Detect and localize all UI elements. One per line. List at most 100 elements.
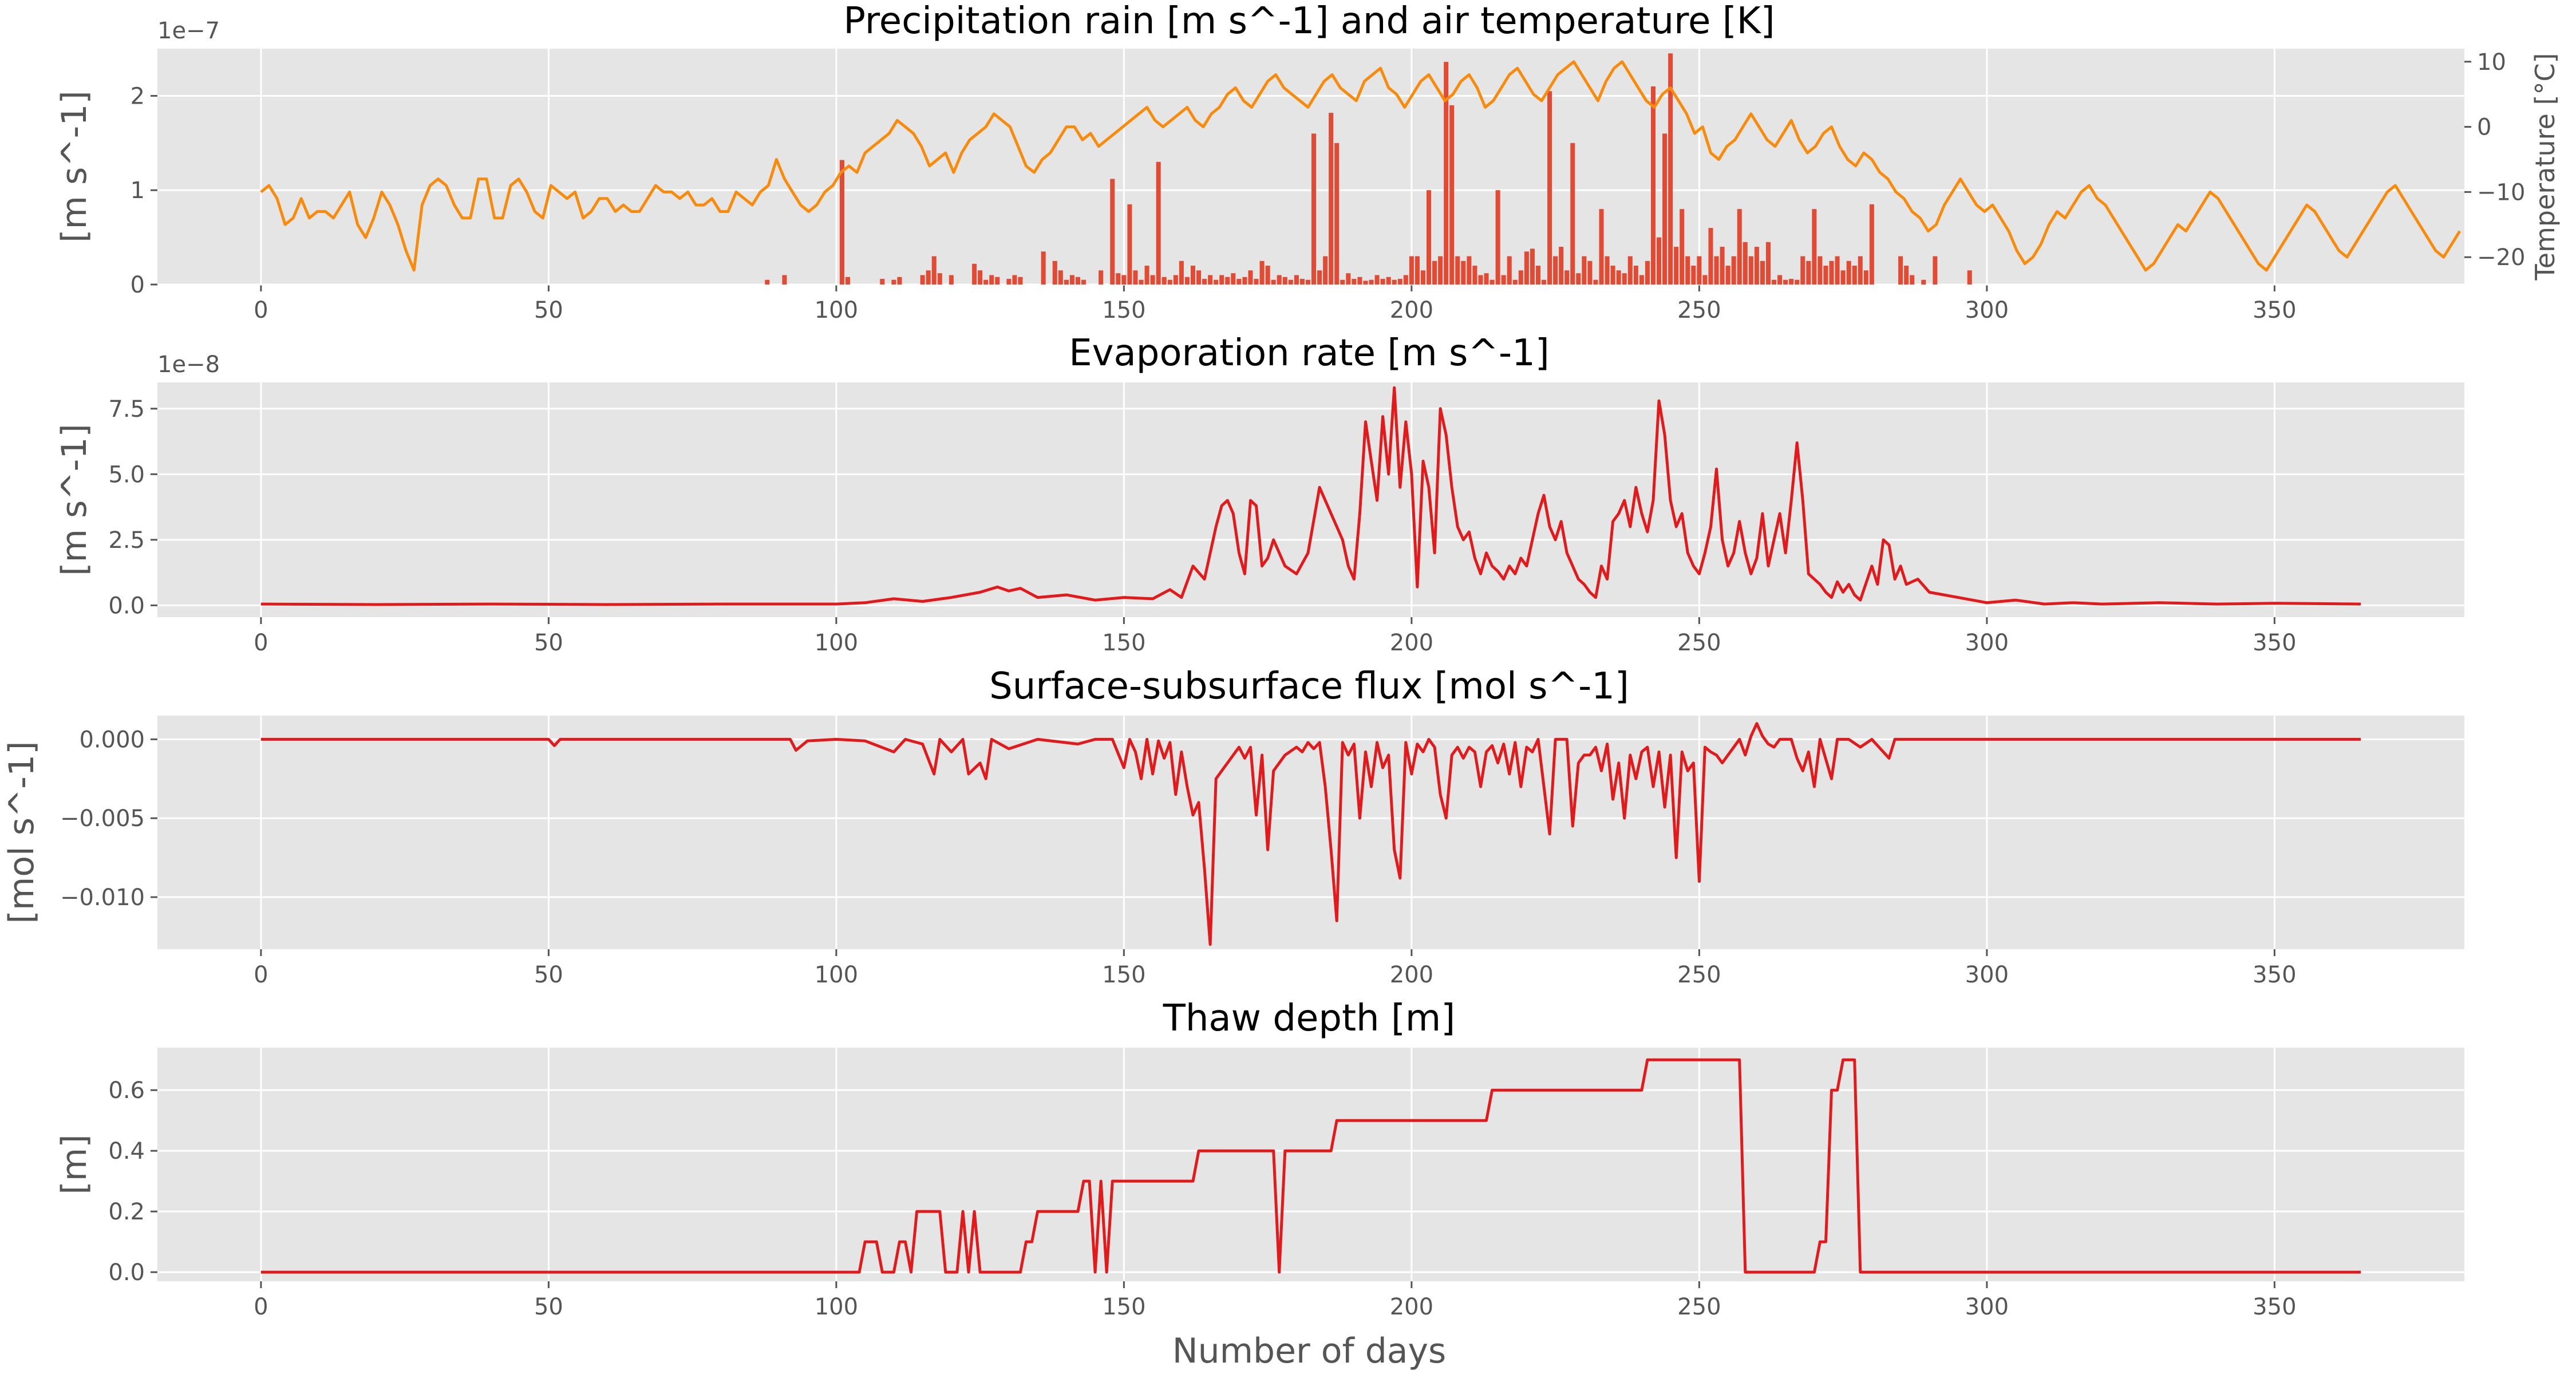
rain-bar <box>1363 281 1368 285</box>
rain-bar <box>1121 275 1127 285</box>
rain-bar <box>1627 256 1633 285</box>
rain-bar <box>1869 204 1874 285</box>
rain-bar <box>937 273 942 285</box>
rain-bar <box>1680 209 1685 285</box>
rain-bar <box>1610 266 1615 285</box>
precipitation-temperature-y2-tick-label: −20 <box>2477 244 2525 271</box>
rain-bar <box>1156 161 1161 285</box>
rain-bar <box>1559 247 1564 285</box>
rain-bar <box>1420 270 1425 285</box>
rain-bar <box>1397 279 1402 285</box>
rain-bar <box>839 160 844 285</box>
thaw-depth-line <box>260 1058 2361 1274</box>
rain-bar <box>1587 260 1593 285</box>
rain-bar <box>1806 260 1811 285</box>
precipitation-temperature-y-tick-label: 1 <box>131 177 145 204</box>
rain-bar <box>1231 273 1236 285</box>
rain-bar <box>1858 256 1863 285</box>
rain-bar <box>1110 179 1115 285</box>
rain-bar <box>1754 247 1759 285</box>
flux-x-tick-label: 250 <box>1677 962 1721 988</box>
rain-bar <box>1265 266 1270 285</box>
precipitation-temperature-x-tick-label: 250 <box>1677 297 1721 323</box>
rain-bar <box>1058 270 1063 285</box>
precipitation-temperature-title: Precipitation rain [m s^-1] and air temp… <box>843 0 1775 42</box>
evaporation-title: Evaporation rate [m s^-1] <box>1069 332 1550 374</box>
precipitation-temperature-y2-tick-label: −10 <box>2477 179 2525 206</box>
rain-bar <box>897 277 902 285</box>
rain-bar <box>1800 256 1805 285</box>
rain-bar <box>1415 256 1420 285</box>
rain-bar <box>1725 266 1730 285</box>
thaw-depth-x-tick-label: 250 <box>1677 1294 1721 1320</box>
rain-bar <box>1812 209 1817 285</box>
rain-bar <box>1329 113 1334 285</box>
air-temperature-line <box>260 60 2462 272</box>
rain-bar <box>1369 279 1374 285</box>
evaporation-x-tick-label: 200 <box>1390 630 1433 656</box>
rain-bar <box>1214 279 1219 285</box>
thaw-depth-x-tick-label: 100 <box>815 1294 858 1320</box>
rain-bar <box>1219 275 1224 285</box>
evaporation-y-tick-label: 0.0 <box>108 593 145 619</box>
rain-bar <box>989 275 994 285</box>
thaw-depth-y-tick-label: 0.0 <box>108 1260 145 1286</box>
rain-bar <box>1294 275 1299 285</box>
thaw-depth-x-tick-label: 0 <box>254 1294 268 1320</box>
rain-bar <box>1795 279 1800 285</box>
rain-bar <box>1472 266 1477 285</box>
rain-bar <box>1743 242 1748 285</box>
rain-bar <box>1461 260 1466 285</box>
rain-bar <box>1535 266 1540 285</box>
rain-bar <box>1622 273 1627 285</box>
rain-bar <box>1467 256 1472 285</box>
rain-bar <box>1783 279 1788 285</box>
rain-bar <box>1484 273 1489 285</box>
rain-bar <box>1052 260 1057 285</box>
flux-x-tick-label: 50 <box>534 962 563 988</box>
rain-bar <box>1668 53 1673 285</box>
flux-title: Surface-subsurface flux [mol s^-1] <box>989 665 1629 708</box>
rain-bar <box>983 279 989 285</box>
rain-bar <box>995 277 1000 285</box>
rain-bar <box>1317 270 1322 285</box>
evaporation-offset-label: 1e−8 <box>157 352 220 378</box>
flux-panel: Surface-subsurface flux [mol s^-1] 0 50 10… <box>2 665 2464 988</box>
rain-bar <box>978 270 983 285</box>
rain-bar <box>1386 277 1391 285</box>
thaw-depth-x-tick-label: 350 <box>2253 1294 2296 1320</box>
rain-bar <box>1582 256 1587 285</box>
rain-bar <box>1593 279 1598 285</box>
rain-bar <box>920 275 925 285</box>
flux-y-axis-label: [mol s^-1] <box>2 741 42 923</box>
flux-line <box>260 722 2361 946</box>
thaw-depth-x-tick-label: 50 <box>534 1294 563 1320</box>
rain-bar <box>1576 273 1581 285</box>
rain-bar <box>1323 256 1328 285</box>
rain-bar <box>1144 266 1149 285</box>
rain-bar <box>1242 277 1247 285</box>
flux-x-tick-label: 100 <box>815 962 858 988</box>
rain-bar <box>1449 105 1455 285</box>
rain-bar <box>1380 279 1385 285</box>
rain-bar <box>1248 270 1253 285</box>
precipitation-temperature-y-tick-label: 2 <box>131 83 145 109</box>
rain-bar <box>1311 133 1317 285</box>
precipitation-temperature-plot-area <box>157 49 2464 285</box>
rain-bar <box>1225 277 1230 285</box>
rain-bar <box>1069 275 1074 285</box>
flux-plot-area <box>157 716 2464 949</box>
rain-bar <box>1910 275 1915 285</box>
rain-bar <box>1645 260 1650 285</box>
rain-bar <box>1633 266 1638 285</box>
rain-bar <box>1259 260 1265 285</box>
rain-bar <box>1921 279 1926 285</box>
evaporation-line <box>260 386 2361 606</box>
evaporation-panel: Evaporation rate [m s^-1] 0 50 100 150 200 25… <box>54 332 2464 656</box>
rain-bar <box>1432 260 1437 285</box>
precipitation-temperature-x-tick-label: 200 <box>1390 297 1433 323</box>
rain-bar <box>972 263 977 285</box>
rain-bar <box>1731 256 1736 285</box>
figure-xlabel: Number of days <box>1172 1331 1447 1371</box>
